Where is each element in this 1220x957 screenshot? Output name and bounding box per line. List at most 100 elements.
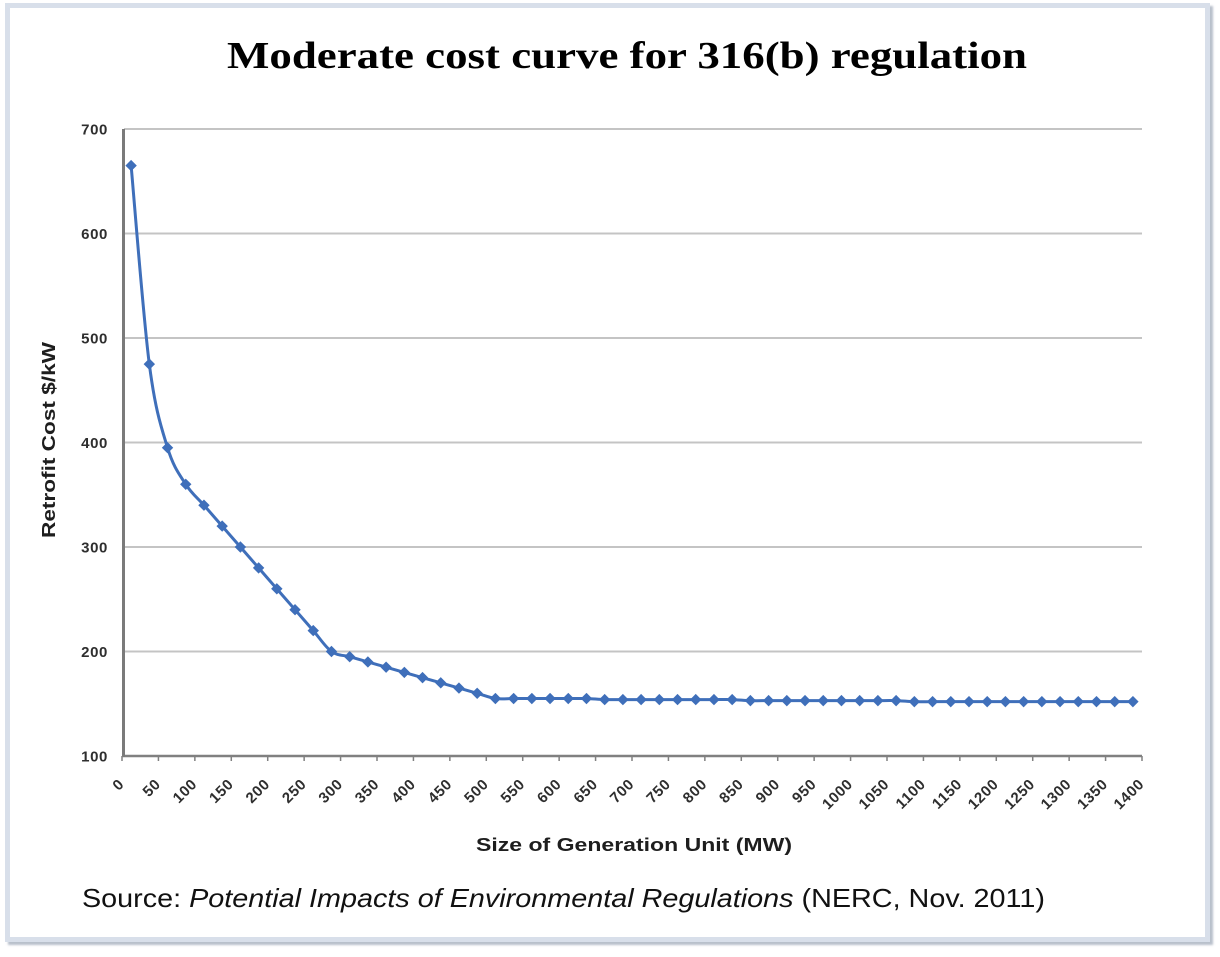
data-point-712.5 [635,693,647,706]
source-publication-title: Potential Impacts of Environmental Regul… [189,883,793,913]
x-tick-label-1050: 1050 [856,776,893,813]
chart-title: Moderate cost curve for 316(b) regulatio… [227,35,1027,77]
y-tick-label-400: 400 [81,435,108,452]
x-tick-label-200: 200 [243,776,274,807]
slide-frame [5,3,1210,942]
x-tick-label-550: 550 [498,776,529,807]
x-tick-label-950: 950 [789,776,820,807]
data-point-362.5 [380,661,392,673]
x-tick-label-500: 500 [461,776,492,807]
source-prefix: Source: [82,883,189,913]
x-tick-label-1200: 1200 [965,776,1002,813]
data-point-612.5 [562,692,574,705]
x-tick-label-650: 650 [570,776,601,807]
data-point-87.5 [180,478,192,491]
data-point-1112.5 [926,695,939,708]
data-point-987.5 [835,694,848,707]
data-point-662.5 [598,693,611,706]
x-tick-label-700: 700 [607,776,638,807]
data-point-287.5 [325,645,338,658]
data-point-687.5 [617,693,629,706]
x-tick-label-100: 100 [170,776,201,807]
x-tick-label-750: 750 [643,776,674,807]
x-tick-label-50: 50 [140,776,165,801]
y-axis-title: Retrofit Cost $/kW [39,342,59,538]
y-tick-label-600: 600 [81,226,108,243]
data-point-162.5 [234,541,247,553]
gridlines [124,128,1142,653]
x-axis-title: Size of Generation Unit (MW) [476,835,792,855]
x-axis-ticks: 0 50 100 150 200 250 300 350 400 450 500 550 600 650 7… [109,756,1148,813]
data-point-587.5 [544,692,556,705]
data-point-1037.5 [872,694,884,707]
data-point-37.5 [143,358,156,370]
data-point-1312.5 [1072,695,1084,708]
x-tick-label-250: 250 [279,776,310,807]
x-tick-label-1250: 1250 [1001,776,1038,813]
y-axis-tick-labels: 100 200 300 400 500 600 700 [81,122,108,766]
data-point-62.5 [161,442,174,454]
data-point-337.5 [362,656,374,668]
data-point-637.5 [580,692,593,705]
data-point-1287.5 [1054,695,1066,708]
data-point-837.5 [726,693,738,706]
x-tick-label-1000: 1000 [819,776,856,813]
data-point-787.5 [690,693,702,706]
x-tick-label-1300: 1300 [1038,776,1075,813]
source-publisher-date: (NERC, Nov. 2011) [794,883,1045,913]
data-point-912.5 [781,694,793,707]
x-tick-label-900: 900 [753,776,784,807]
data-point-1362.5 [1108,695,1121,708]
data-point-487.5 [471,687,483,700]
series-line-0 [129,164,1135,704]
x-tick-label-150: 150 [206,776,237,807]
x-tick-label-450: 450 [425,776,456,807]
x-tick-label-1350: 1350 [1074,776,1111,813]
data-point-1262.5 [1036,695,1048,708]
y-tick-label-700: 700 [81,122,108,139]
x-tick-label-800: 800 [680,776,711,807]
data-point-237.5 [289,603,301,616]
data-point-962.5 [817,694,829,707]
data-point-1137.5 [945,695,957,708]
data-point-412.5 [416,671,429,684]
x-tick-label-400: 400 [388,776,419,807]
data-point-137.5 [216,520,228,532]
data-point-1087.5 [908,695,921,708]
data-point-262.5 [307,624,319,637]
x-tick-label-600: 600 [534,776,565,807]
data-point-862.5 [744,694,757,707]
data-point-187.5 [252,562,265,574]
data-point-537.5 [507,692,520,705]
data-point-312.5 [343,651,356,663]
data-point-737.5 [653,693,666,706]
x-tick-label-850: 850 [716,776,747,807]
data-point-212.5 [271,583,283,595]
x-tick-label-300: 300 [315,776,346,807]
data-point-387.5 [398,666,411,679]
data-point-762.5 [671,693,684,706]
y-tick-label-500: 500 [81,331,108,348]
x-tick-label-0: 0 [109,776,127,794]
data-point-1212.5 [999,695,1012,708]
data-point-112.5 [198,499,210,511]
data-point-937.5 [799,694,811,707]
x-tick-label-1150: 1150 [929,776,966,813]
data-point-812.5 [708,693,720,706]
series-group [125,159,1139,708]
source-note: Source: Potential Impacts of Environment… [82,883,1045,913]
data-point-512.5 [489,692,502,705]
x-tick-label-350: 350 [352,776,383,807]
data-point-1337.5 [1090,695,1103,708]
x-tick-label-1100: 1100 [893,776,930,813]
data-point-1237.5 [1017,695,1030,708]
data-point-562.5 [526,692,538,705]
data-point-1162.5 [963,695,975,708]
data-point-12.5 [125,159,137,172]
y-tick-label-100: 100 [81,749,108,766]
data-point-437.5 [435,677,447,689]
data-point-1187.5 [981,695,993,708]
data-point-462.5 [453,682,465,694]
data-point-887.5 [762,694,775,707]
